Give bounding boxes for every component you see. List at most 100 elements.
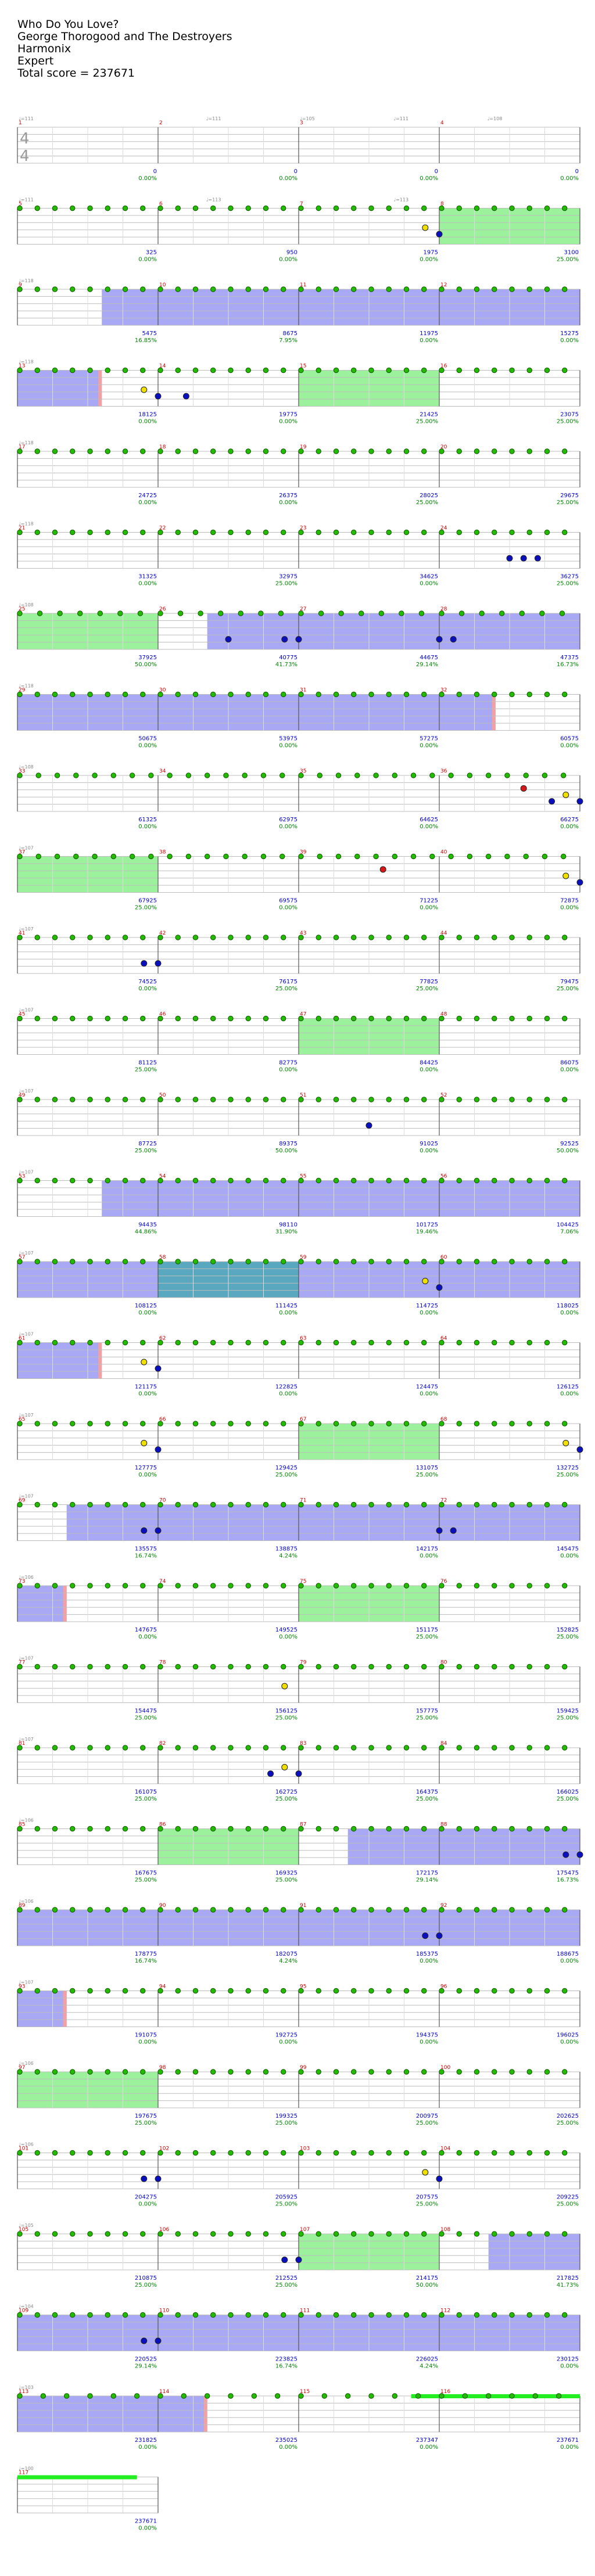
green-note [439, 1988, 445, 1994]
green-note [474, 935, 480, 940]
blue-note [436, 1284, 443, 1291]
measure-number: 33 [19, 768, 25, 774]
green-note [542, 853, 548, 860]
bpm-label: ♩=113 [393, 197, 408, 203]
measure-number: 34 [159, 768, 166, 774]
green-note [228, 1339, 234, 1346]
measure-score: 0 [435, 168, 438, 175]
measure-score: 26375 [279, 493, 298, 499]
measure-score: 154475 [135, 1708, 157, 1715]
green-note [245, 205, 251, 211]
measure-number: 90 [159, 1903, 166, 1909]
green-note [462, 2393, 468, 2399]
bpm-label: ♩=111 [19, 197, 34, 203]
solo-end-marker [63, 1991, 67, 2027]
green-note [17, 2231, 23, 2237]
measure-score: 196025 [557, 2032, 579, 2039]
green-note [317, 853, 322, 860]
solo-section [488, 2234, 580, 2270]
green-note [298, 448, 304, 454]
green-note [192, 1988, 199, 1994]
green-note [105, 1501, 110, 1508]
green-note [526, 367, 532, 373]
green-note [87, 205, 93, 211]
blue-note [436, 231, 443, 238]
green-note [245, 2069, 251, 2075]
green-note [122, 1988, 128, 1994]
green-note [263, 1745, 269, 1751]
measure-number: 48 [440, 1012, 447, 1018]
measure-number: 105 [19, 2227, 28, 2233]
green-note [17, 286, 23, 292]
measure-percent: 25.00% [557, 986, 579, 992]
bpm-label: ♩=107 [19, 1494, 34, 1499]
green-note [175, 691, 181, 698]
green-note [17, 1015, 23, 1022]
green-note [351, 2150, 357, 2156]
green-note [245, 2231, 251, 2237]
measure-percent: 0.00% [420, 1310, 438, 1316]
green-note [192, 2231, 199, 2237]
green-note [439, 610, 445, 616]
green-note [117, 610, 123, 616]
green-note [122, 1826, 128, 1832]
green-note [439, 367, 445, 373]
song-charter: Harmonix [17, 42, 71, 55]
green-note [421, 205, 427, 211]
green-note [474, 1501, 480, 1508]
green-note [544, 205, 550, 211]
green-note [316, 2231, 321, 2237]
green-note [245, 935, 251, 940]
measure-percent: 16.73% [557, 1877, 579, 1884]
green-note [281, 1177, 286, 1184]
green-note [403, 1339, 410, 1346]
green-note [439, 286, 445, 292]
measure-percent: 4.24% [279, 1958, 298, 1964]
measure-score: 235025 [275, 2437, 298, 2444]
green-note [298, 2312, 304, 2318]
green-note [34, 2312, 40, 2318]
green-note [386, 367, 392, 373]
bpm-label: ♩=107 [19, 1656, 34, 1661]
measure-number: 87 [300, 1822, 306, 1828]
green-note [87, 1259, 93, 1264]
measure-number: 30 [159, 688, 166, 694]
measure-score: 94435 [138, 1222, 157, 1228]
green-note [439, 2150, 445, 2156]
green-note [137, 610, 144, 616]
green-note [333, 1583, 339, 1589]
measure-score: 3100 [564, 250, 579, 256]
measure-number: 44 [440, 930, 447, 936]
green-note [87, 1421, 93, 1427]
green-note [509, 367, 515, 373]
green-note [105, 1745, 110, 1751]
green-note [421, 286, 427, 292]
green-note [316, 2150, 321, 2156]
measure-number: 96 [440, 1984, 447, 1990]
green-note [562, 1015, 568, 1022]
green-note [192, 1501, 199, 1508]
green-note [544, 1339, 550, 1346]
measure-score: 142175 [416, 1546, 438, 1553]
solo-section [17, 1586, 67, 1622]
green-note [175, 1501, 181, 1508]
green-note [354, 773, 360, 778]
green-note [456, 2069, 462, 2075]
green-note [122, 2069, 128, 2075]
green-note [17, 691, 23, 698]
green-note [474, 2069, 480, 2075]
green-note [373, 773, 379, 778]
green-note [17, 1826, 23, 1832]
green-note [54, 773, 60, 778]
measure-number: 79 [300, 1660, 307, 1666]
measure-percent: 25.00% [275, 581, 298, 587]
green-note [456, 286, 462, 292]
measure-percent: 0.00% [138, 2525, 157, 2532]
measure-number: 23 [300, 526, 306, 531]
green-note [386, 691, 392, 698]
green-note [228, 529, 234, 536]
measure-percent: 25.00% [135, 1067, 157, 1073]
green-note [474, 1826, 480, 1832]
measure-score: 167675 [135, 1870, 157, 1877]
green-note [34, 1745, 40, 1751]
